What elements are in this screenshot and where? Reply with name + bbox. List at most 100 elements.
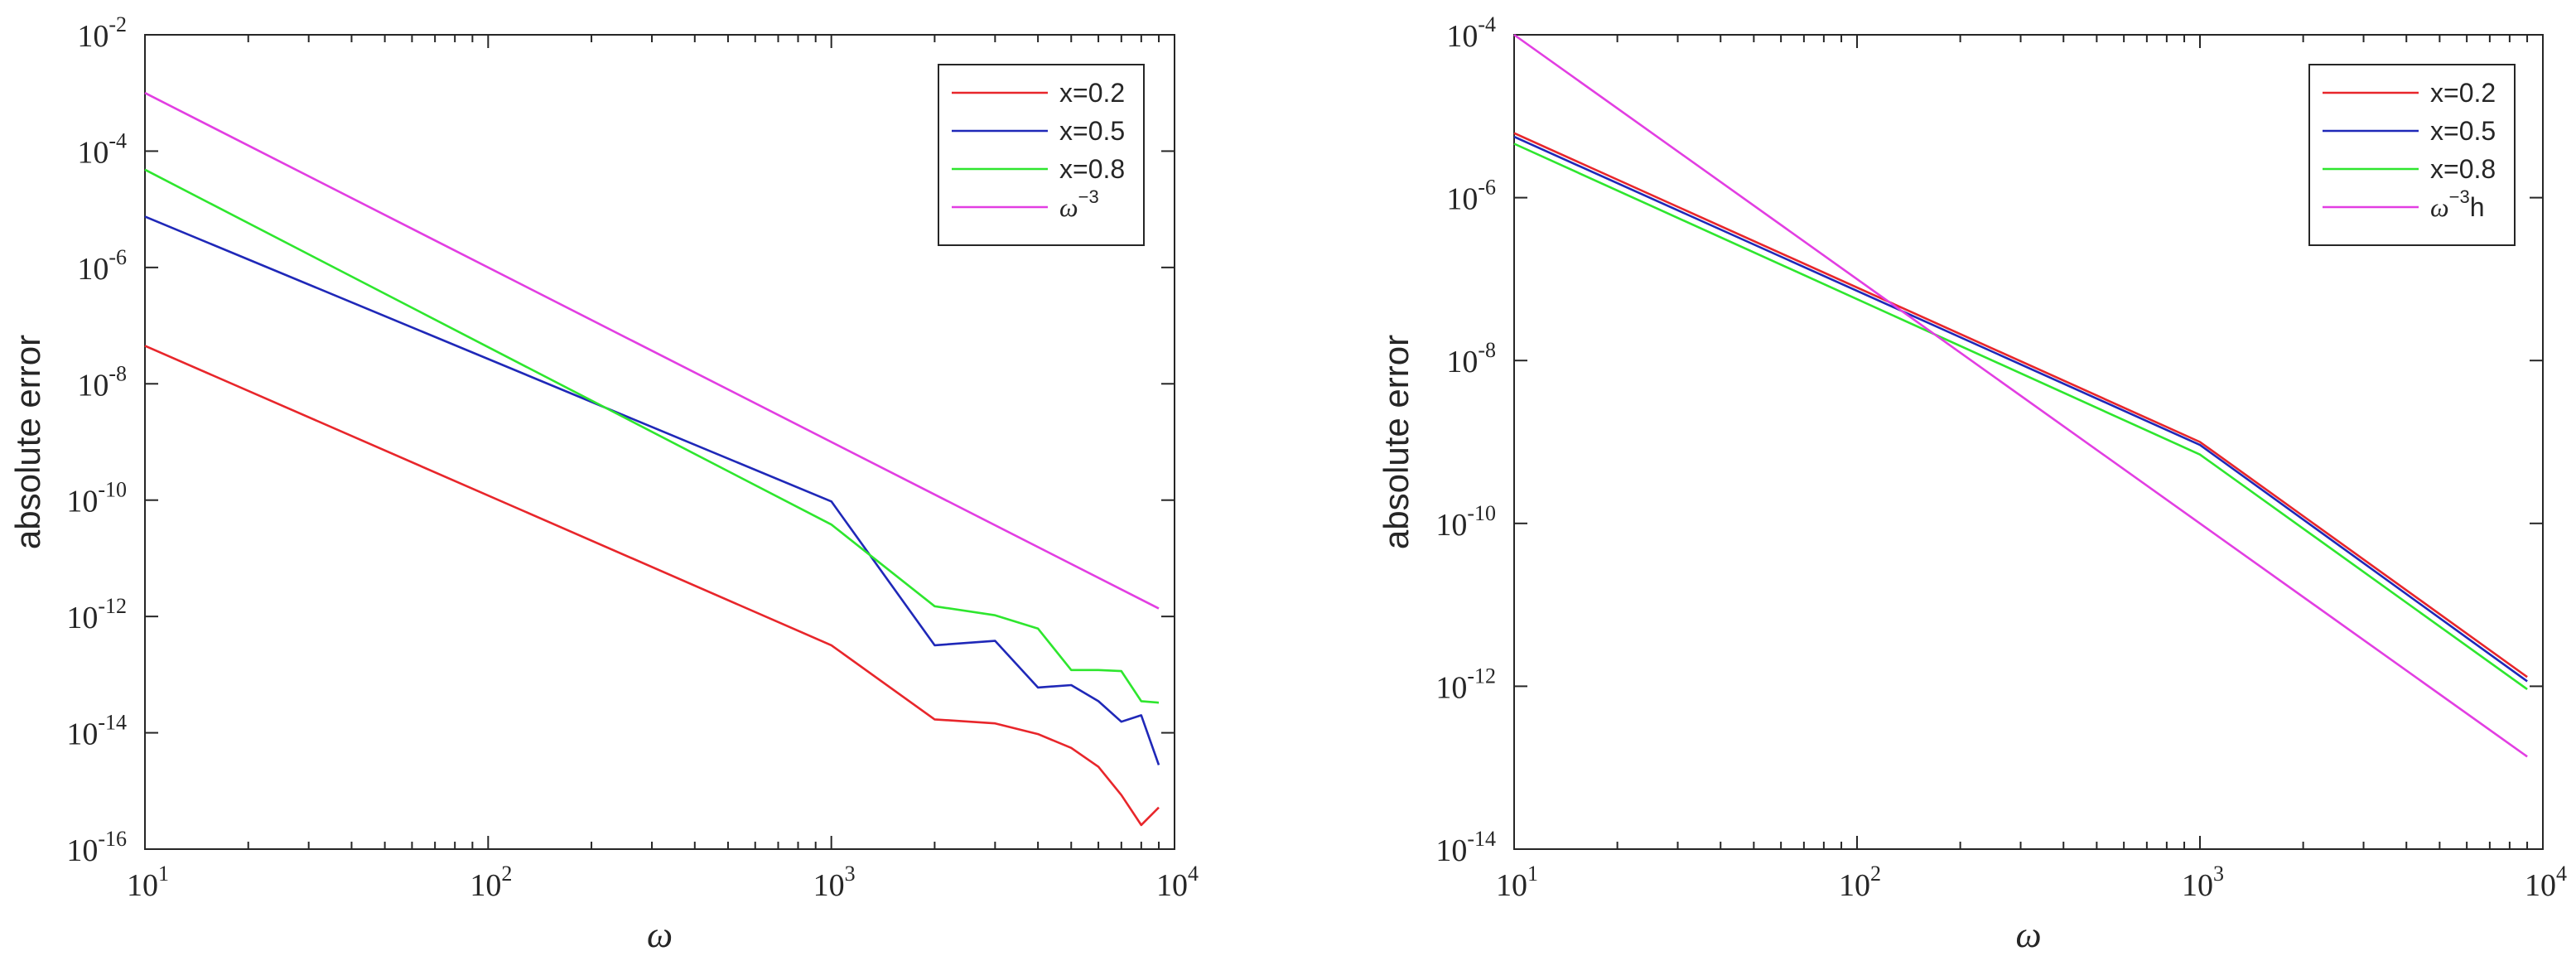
legend-item: ω−3	[952, 186, 1099, 222]
y-tick-label: 10-14	[66, 711, 127, 752]
y-tick-label-exponent: -6	[109, 245, 127, 269]
x-tick-label: 102	[470, 862, 512, 903]
series-line-x-0-2	[1513, 132, 2528, 678]
y-tick-label-base: 10	[77, 252, 109, 287]
legend-label: x=0.8	[2430, 154, 2496, 184]
x-tick-label-exponent: 1	[158, 862, 169, 886]
x-tick-label: 101	[1496, 862, 1538, 903]
axis-ticks	[1513, 34, 2543, 850]
x-tick-label: 103	[813, 862, 856, 903]
y-tick-label-base: 10	[77, 368, 109, 403]
x-tick-label-exponent: 4	[2556, 862, 2567, 886]
x-tick-label-base: 10	[2182, 868, 2213, 903]
series-line-x-0-5	[144, 215, 1160, 765]
legend-item: ω−3h	[2323, 186, 2484, 222]
y-tick-label-exponent: -10	[1467, 501, 1496, 525]
legend-item: x=0.2	[952, 78, 1125, 108]
legend-label: x=0.8	[1059, 154, 1125, 184]
legend-label-base: ω	[2430, 192, 2449, 222]
series-line-x-0-8	[144, 168, 1160, 704]
x-tick-label-exponent: 4	[1188, 862, 1199, 886]
series-lines	[144, 92, 1160, 827]
y-tick-label-exponent: -16	[98, 827, 127, 851]
x-tick-label-base: 10	[2525, 868, 2556, 903]
legend-label: x=0.2	[2430, 78, 2496, 108]
y-tick-label: 10-4	[77, 128, 127, 170]
legend-label-base: x=0.2	[1059, 78, 1125, 108]
legend-label-base: x=0.8	[2430, 154, 2496, 184]
chart-panel-1: 101 102 103 10410-1610-1410-1210-1010-810-6…	[8, 12, 1199, 955]
y-tick-label-base: 10	[1446, 345, 1478, 379]
y-tick-label-base: 10	[1446, 19, 1478, 54]
y-axis-label: absolute error	[1377, 335, 1416, 549]
y-tick-label-base: 10	[77, 135, 109, 170]
legend: x=0.2 x=0.5 x=0.8ω−3	[938, 64, 1145, 246]
x-tick-label: 104	[1156, 862, 1199, 903]
y-tick-label: 10-12	[66, 594, 127, 635]
x-tick-label-base: 10	[127, 868, 158, 903]
y-tick-label-base: 10	[66, 717, 98, 752]
legend-item: x=0.8	[2323, 154, 2496, 184]
y-tick-label: 10-10	[66, 478, 127, 519]
y-tick-label-exponent: -12	[98, 594, 127, 618]
y-tick-label: 10-16	[66, 827, 127, 868]
chart-panel-2: 101 102 103 10410-1410-1210-1010-810-610-4ω…	[1377, 12, 2567, 955]
legend-item: x=0.5	[2323, 116, 2496, 146]
series-line-x-0-5	[1513, 135, 2528, 683]
y-tick-label-exponent: -4	[109, 128, 127, 152]
legend-label-base: x=0.2	[2430, 78, 2496, 108]
x-tick-label-exponent: 2	[501, 862, 512, 886]
x-tick-label-exponent: 3	[845, 862, 856, 886]
series-line--3	[144, 92, 1160, 610]
x-tick-label-base: 10	[470, 868, 501, 903]
legend-label: x=0.5	[1059, 116, 1125, 146]
legend-item: x=0.5	[952, 116, 1125, 146]
legend-label: x=0.5	[2430, 116, 2496, 146]
y-tick-label-exponent: -14	[98, 711, 127, 735]
y-tick-label-exponent: -10	[98, 478, 127, 502]
legend-label-base: ω	[1059, 192, 1078, 222]
y-tick-label-base: 10	[66, 833, 98, 868]
y-tick-label-base: 10	[66, 485, 98, 519]
y-tick-label-base: 10	[77, 19, 109, 54]
x-tick-label-exponent: 3	[2213, 862, 2224, 886]
y-tick-label-exponent: -2	[109, 12, 127, 36]
legend-label: ω−3	[1059, 186, 1099, 222]
legend-item: x=0.2	[2323, 78, 2496, 108]
x-tick-label: 104	[2525, 862, 2567, 903]
y-tick-label-base: 10	[1435, 508, 1467, 543]
y-tick-label-base: 10	[1446, 182, 1478, 217]
y-tick-label-exponent: -12	[1467, 664, 1496, 688]
y-tick-label-base: 10	[66, 601, 98, 635]
legend-box	[2308, 64, 2516, 246]
y-tick-label-exponent: -8	[109, 361, 127, 385]
x-tick-label: 102	[1839, 862, 1881, 903]
series-line-x-0-2	[144, 345, 1160, 827]
y-tick-label: 10-6	[77, 245, 127, 287]
series-lines	[1513, 33, 2528, 758]
y-axis-label: absolute error	[8, 335, 47, 549]
legend-item: x=0.8	[952, 154, 1125, 184]
legend-label-base: x=0.5	[2430, 116, 2496, 146]
y-tick-label-base: 10	[1435, 833, 1467, 868]
y-tick-label: 10-10	[1435, 501, 1496, 543]
y-tick-label-exponent: -4	[1478, 12, 1496, 36]
legend: x=0.2x=0.5x=0.8ω−3h	[2308, 64, 2516, 246]
x-tick-label-base: 10	[1496, 868, 1527, 903]
x-tick-label-base: 10	[813, 868, 845, 903]
x-tick-label: 103	[2182, 862, 2224, 903]
x-tick-label-base: 10	[1839, 868, 1870, 903]
legend-label: ω−3h	[2430, 186, 2484, 222]
legend-label-exponent: −3	[2449, 186, 2470, 207]
y-tick-label: 10-12	[1435, 664, 1496, 705]
legend-label: x=0.2	[1059, 78, 1125, 108]
axis-ticks	[144, 34, 1175, 850]
y-tick-label-exponent: -8	[1478, 338, 1496, 362]
y-tick-label: 10-4	[1446, 12, 1496, 54]
legend-label-base: x=0.5	[1059, 116, 1125, 146]
series-line-x-0-8	[1513, 142, 2528, 691]
x-tick-label: 101	[127, 862, 169, 903]
legend-label-tail: h	[2470, 192, 2485, 222]
x-tick-label-base: 10	[1156, 868, 1188, 903]
x-tick-label-exponent: 1	[1527, 862, 1538, 886]
